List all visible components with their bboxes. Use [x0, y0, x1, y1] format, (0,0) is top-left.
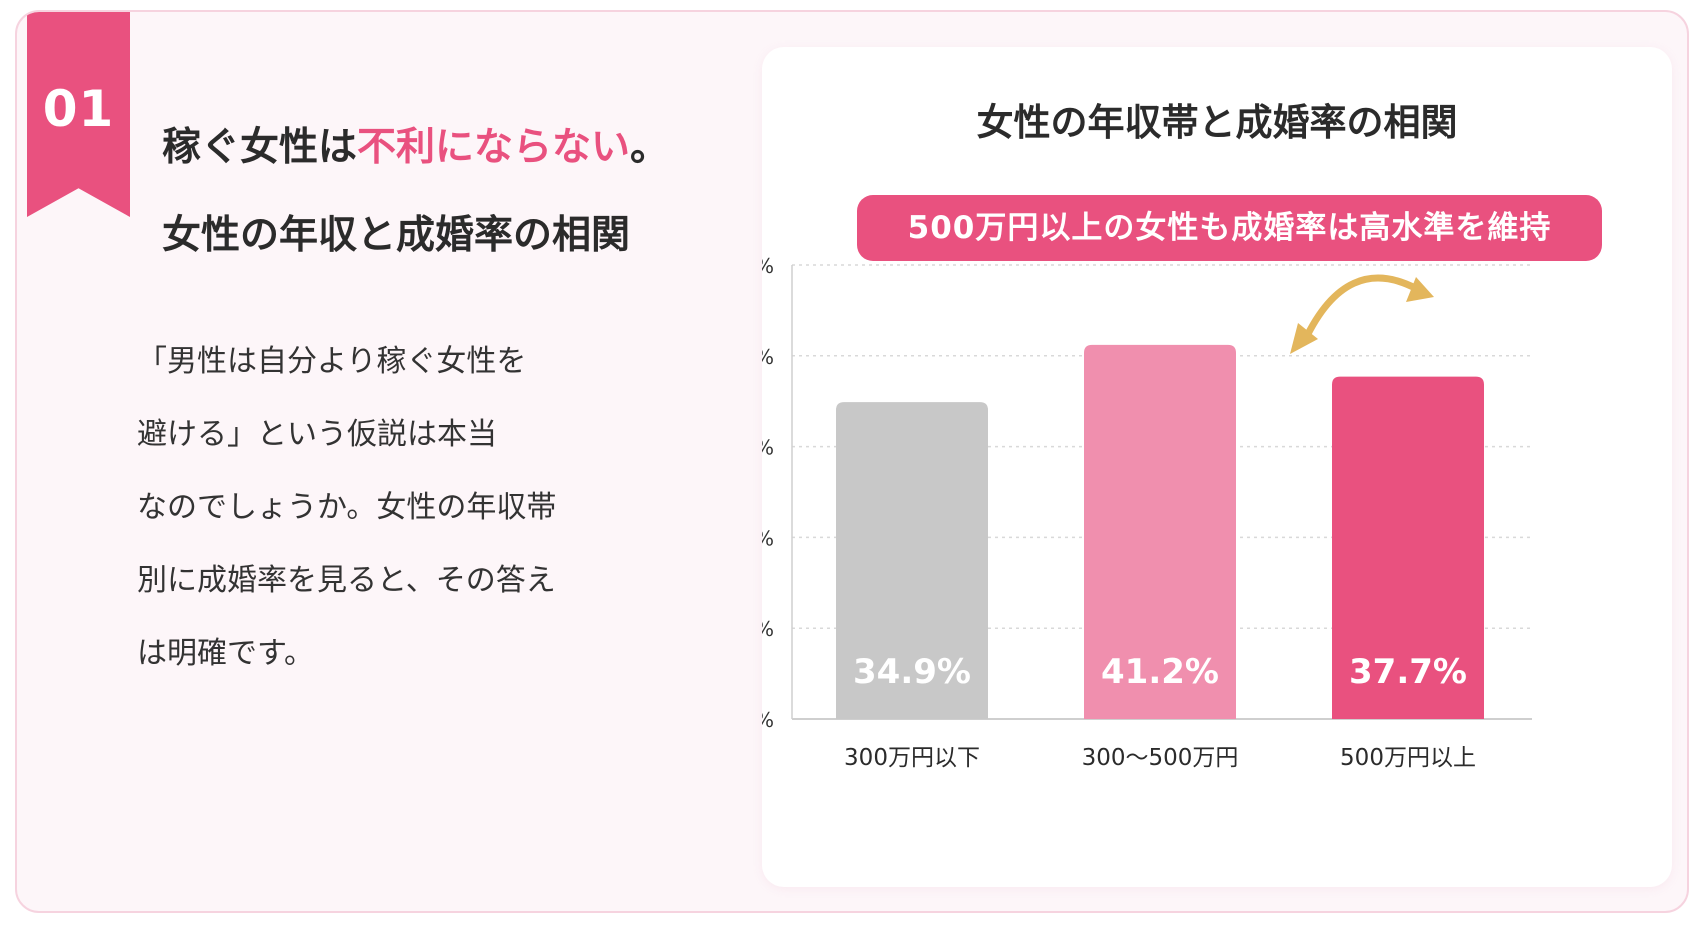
x-tick-label: 300万円以下	[844, 745, 980, 771]
bar	[836, 402, 988, 719]
y-tick-label: 50%	[762, 254, 774, 278]
heading-line-1-prefix: 稼ぐ女性は	[162, 125, 358, 170]
content-card: 01 稼ぐ女性は不利にならない。 女性の年収と成婚率の相関 「男性は自分より稼ぐ…	[15, 10, 1689, 913]
chart-panel: 女性の年収帯と成婚率の相関 500万円以上の女性も成婚率は高水準を維持 0% 10…	[762, 47, 1672, 887]
heading-line-2: 女性の年収と成婚率の相関	[162, 213, 631, 258]
bar	[1332, 376, 1484, 719]
bar	[1084, 344, 1236, 719]
y-tick-label: 10%	[762, 617, 774, 641]
section-heading: 稼ぐ女性は不利にならない。 女性の年収と成婚率の相関	[162, 104, 722, 280]
y-tick-label: 0%	[762, 708, 774, 732]
chart-title: 女性の年収帯と成婚率の相関	[976, 101, 1458, 144]
y-tick-label: 40%	[762, 345, 774, 369]
annotation-arrow-head-left	[1290, 323, 1318, 354]
bar-chart: 0% 10% 20% 30% 40% 50% 34.9% 300万円以下 41.2% 300〜50…	[762, 254, 1532, 771]
bar-value-label: 37.7%	[1349, 652, 1467, 692]
y-tick-label: 20%	[762, 526, 774, 550]
bar-value-label: 34.9%	[853, 652, 971, 692]
heading-line-1: 稼ぐ女性は不利にならない。	[162, 104, 722, 192]
heading-line-1-suffix: 。	[630, 125, 670, 170]
annotation-arrow-head-right	[1406, 277, 1434, 302]
bar-value-label: 41.2%	[1101, 652, 1219, 692]
y-tick-label: 30%	[762, 436, 774, 460]
annotation-arrow-curve	[1301, 274, 1421, 344]
section-number: 01	[42, 80, 115, 138]
chart-subtitle-banner: 500万円以上の女性も成婚率は高水準を維持	[857, 195, 1602, 261]
body-paragraph: 「男性は自分より稼ぐ女性を 避ける」という仮説は本当 なのでしょうか。女性の年収…	[137, 344, 557, 671]
x-tick-label: 500万円以上	[1340, 745, 1476, 771]
x-tick-label: 300〜500万円	[1082, 745, 1239, 771]
section-number-ribbon: 01	[27, 12, 130, 217]
heading-line-1-accent: 不利にならない	[357, 125, 631, 170]
